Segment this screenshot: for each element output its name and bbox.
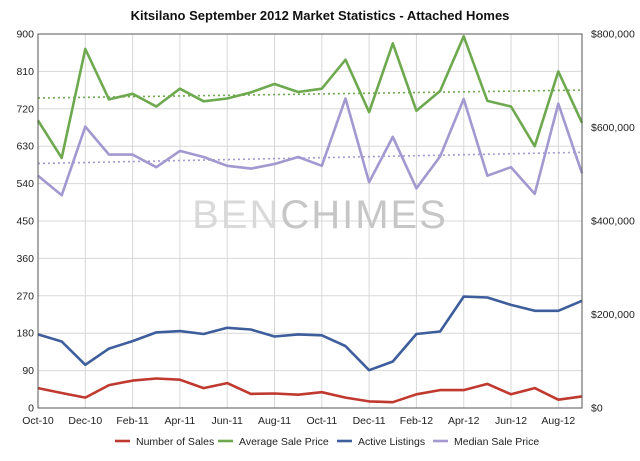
y-left-tick-label: 270 [16,290,34,302]
watermark: BENCHIMES [192,193,448,237]
y-left-tick-label: 900 [16,29,34,41]
chart-title: Kitsilano September 2012 Market Statisti… [131,8,510,23]
x-tick-label: Dec-11 [353,415,386,427]
x-tick-label: Oct-11 [306,415,337,427]
y-axis-left: 0 90 180 270 360 450 540 630 720 810 900 [16,29,34,415]
legend-label-number-of-sales: Number of Sales [136,436,214,448]
y-axis-right: $0 $200,000 $400,000 $600,000 $800,000 [591,29,635,415]
number-of-sales-line [37,377,583,404]
x-tick-label: Jun-12 [495,415,527,427]
watermark-part2: CHIMES [280,193,448,237]
legend-label-active-listings: Active Listings [358,436,425,448]
legend-label-average-sale-price: Average Sale Price [239,436,329,448]
y-right-tick-label: $0 [591,403,603,415]
x-tick-label: Dec-10 [68,415,102,427]
x-tick-label: Aug-11 [258,415,291,427]
x-tick-label: Jun-11 [212,415,243,427]
x-axis: Oct-10 Dec-10 Feb-11 Apr-11 Jun-11 Aug-11 Oct-… [22,415,575,427]
y-left-tick-label: 180 [16,328,34,340]
y-left-tick-label: 540 [16,178,34,190]
legend: Number of Sales Average Sale Price Active … [115,436,539,448]
y-left-tick-label: 0 [28,403,34,415]
x-tick-label: Apr-12 [448,415,480,427]
x-tick-label: Feb-11 [116,415,149,427]
average-sale-price-trend-line [37,89,583,99]
median-sale-price-trend-line [37,151,583,165]
y-left-tick-label: 810 [16,66,34,78]
trend-lines [37,89,583,165]
watermark-part1: BEN [192,193,280,237]
y-left-tick-label: 90 [22,365,34,377]
average-sale-price-line [36,34,584,160]
x-tick-label: Oct-10 [22,415,54,427]
x-tick-label: Aug-12 [541,415,575,427]
y-right-tick-label: $400,000 [591,216,635,228]
x-tick-label: Feb-12 [400,415,433,427]
legend-label-median-sale-price: Median Sale Price [454,436,539,448]
series-lines [36,34,584,404]
median-sale-price-line [37,97,584,197]
y-left-tick-label: 630 [16,141,34,153]
y-right-tick-label: $600,000 [591,122,635,134]
y-left-tick-label: 360 [16,253,34,265]
y-left-tick-label: 720 [16,103,34,115]
y-left-tick-label: 450 [16,216,34,228]
plot-frame [37,33,583,409]
x-tick-label: Apr-11 [165,415,196,427]
y-right-tick-label: $200,000 [591,309,635,321]
active-listings-line [37,295,583,372]
y-right-tick-label: $800,000 [591,29,635,41]
